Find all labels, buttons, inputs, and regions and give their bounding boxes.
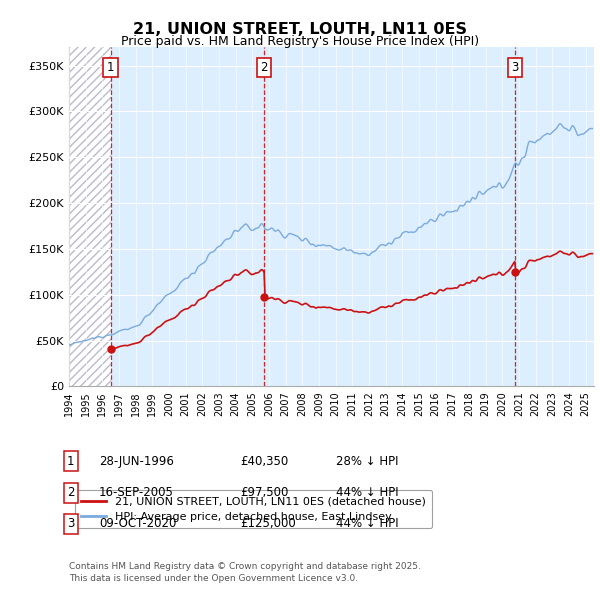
Text: £97,500: £97,500 [240,486,289,499]
Legend: 21, UNION STREET, LOUTH, LN11 0ES (detached house), HPI: Average price, detached: 21, UNION STREET, LOUTH, LN11 0ES (detac… [74,490,432,529]
Text: 09-OCT-2020: 09-OCT-2020 [99,517,176,530]
Text: £40,350: £40,350 [240,455,288,468]
Text: 3: 3 [511,61,519,74]
Text: 1: 1 [67,455,74,468]
Text: 2: 2 [67,486,74,499]
Text: 44% ↓ HPI: 44% ↓ HPI [336,517,398,530]
Text: £125,000: £125,000 [240,517,296,530]
Text: 1: 1 [107,61,114,74]
Text: 2: 2 [260,61,268,74]
Text: 16-SEP-2005: 16-SEP-2005 [99,486,174,499]
Bar [69,47,110,386]
Text: Price paid vs. HM Land Registry's House Price Index (HPI): Price paid vs. HM Land Registry's House … [121,35,479,48]
Text: 21, UNION STREET, LOUTH, LN11 0ES: 21, UNION STREET, LOUTH, LN11 0ES [133,22,467,37]
Text: Contains HM Land Registry data © Crown copyright and database right 2025.
This d: Contains HM Land Registry data © Crown c… [69,562,421,583]
Text: 28-JUN-1996: 28-JUN-1996 [99,455,174,468]
Text: 3: 3 [67,517,74,530]
Text: 44% ↓ HPI: 44% ↓ HPI [336,486,398,499]
Text: 28% ↓ HPI: 28% ↓ HPI [336,455,398,468]
